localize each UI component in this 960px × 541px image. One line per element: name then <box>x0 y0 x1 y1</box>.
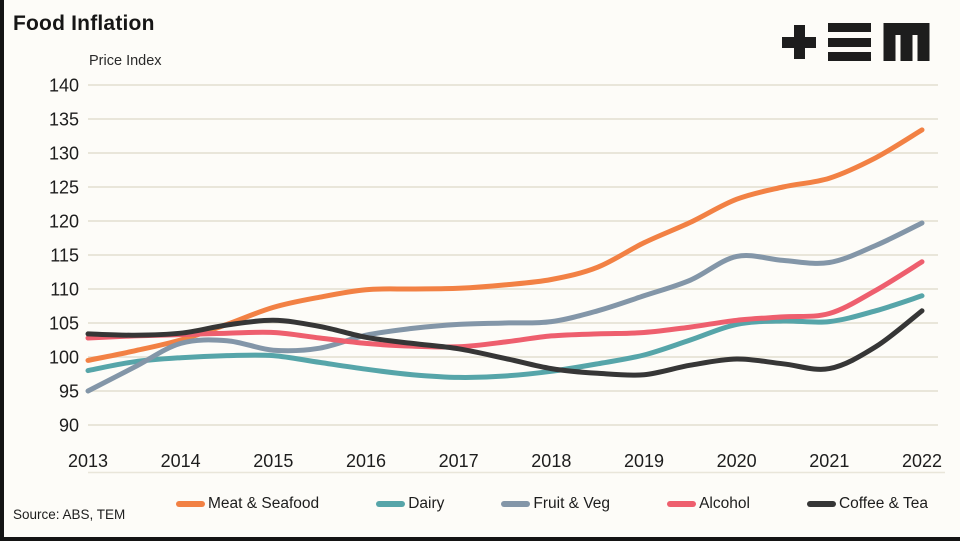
legend-marker <box>667 501 697 507</box>
x-tick-label: 2021 <box>809 451 849 471</box>
y-tick-label: 95 <box>59 382 79 402</box>
legend-marker <box>501 501 531 507</box>
legend-label: Fruit & Veg <box>533 495 611 512</box>
x-tick-label: 2018 <box>531 451 571 471</box>
y-tick-label: 125 <box>49 178 79 198</box>
source-note: Source: ABS, TEM <box>13 507 126 522</box>
x-tick-label: 2013 <box>68 451 108 471</box>
y-axis-title: Price Index <box>89 53 162 69</box>
legend-marker <box>176 501 205 507</box>
series-line-dairy <box>85 293 925 380</box>
legend-item: Alcohol <box>667 495 750 513</box>
y-tick-label: 105 <box>49 314 79 334</box>
m-icon <box>883 23 930 61</box>
legend-label: Meat & Seafood <box>208 495 320 512</box>
series-line-fruit-veg <box>85 220 925 394</box>
window-edge-left <box>0 0 4 541</box>
window-edge-bottom <box>0 537 960 541</box>
x-tick-label: 2019 <box>624 451 664 471</box>
legend-marker <box>806 501 836 507</box>
x-tick-label: 2015 <box>253 451 293 471</box>
page-title: Food Inflation <box>13 12 155 35</box>
legend-item: Dairy <box>376 495 444 513</box>
legend-label: Dairy <box>408 495 445 512</box>
legend-item: Meat & Seafood <box>176 495 319 513</box>
plus-icon <box>782 25 816 59</box>
triple-bar-icon <box>828 23 871 61</box>
x-tick-label: 2016 <box>346 451 386 471</box>
y-tick-label: 135 <box>49 110 79 130</box>
legend-item: Coffee & Tea <box>806 495 928 513</box>
legend-marker <box>376 501 406 507</box>
tem-logo <box>782 23 930 61</box>
y-tick-label: 100 <box>49 348 79 368</box>
y-tick-label: 130 <box>49 144 79 164</box>
y-tick-label: 90 <box>59 416 79 436</box>
legend-label: Coffee & Tea <box>838 495 928 512</box>
y-tick-label: 115 <box>50 246 79 266</box>
legend: Meat & Seafood Dairy Fruit & Veg Alcohol Cof… <box>176 495 928 513</box>
y-tick-label: 140 <box>49 76 79 96</box>
legend-label: Alcohol <box>699 495 750 512</box>
x-tick-label: 2017 <box>439 451 479 471</box>
x-tick-label: 2022 <box>902 451 942 471</box>
series-line-alcohol <box>85 259 925 350</box>
x-tick-label: 2020 <box>717 451 757 471</box>
legend-item: Fruit & Veg <box>501 495 610 513</box>
x-tick-label: 2014 <box>161 451 201 471</box>
y-tick-label: 120 <box>49 212 79 232</box>
series-line-coffee-tea <box>85 308 925 378</box>
y-tick-label: 110 <box>50 280 79 300</box>
